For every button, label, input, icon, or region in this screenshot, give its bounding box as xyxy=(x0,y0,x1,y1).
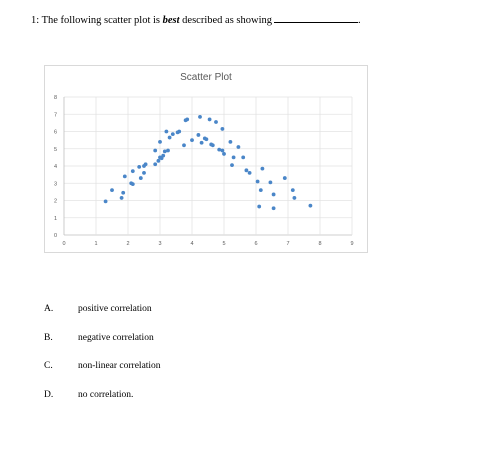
data-point-12 xyxy=(143,162,148,167)
data-point-39 xyxy=(214,120,218,124)
question-prefix: 1: The following scatter plot is xyxy=(31,15,163,26)
y-tick-label: 2 xyxy=(54,199,57,205)
data-point-38 xyxy=(210,143,215,148)
data-point-57 xyxy=(271,192,276,197)
x-tick-label: 9 xyxy=(350,241,353,247)
data-point-9 xyxy=(138,176,143,180)
data-point-8 xyxy=(137,164,142,169)
data-point-27 xyxy=(182,143,186,148)
answer-blank xyxy=(274,13,358,23)
y-tick-label: 4 xyxy=(54,164,57,170)
data-point-43 xyxy=(222,152,226,156)
data-point-54 xyxy=(260,166,265,171)
data-point-7 xyxy=(130,169,135,174)
data-point-15 xyxy=(156,158,161,163)
choice-c-text: non-linear correlation xyxy=(78,361,161,371)
data-point-10 xyxy=(142,171,146,175)
data-point-44 xyxy=(228,139,233,144)
data-point-29 xyxy=(185,117,190,122)
data-point-6 xyxy=(130,182,135,187)
x-tick-label: 6 xyxy=(254,241,257,247)
data-point-55 xyxy=(268,180,273,185)
data-point-31 xyxy=(196,133,201,137)
data-point-17 xyxy=(158,139,162,144)
x-tick-label: 8 xyxy=(318,241,321,247)
data-point-50 xyxy=(247,171,252,175)
data-point-21 xyxy=(164,129,169,134)
data-point-0 xyxy=(103,199,108,204)
y-tick-label: 5 xyxy=(54,147,57,153)
data-point-59 xyxy=(290,188,295,193)
data-point-13 xyxy=(153,162,158,167)
x-tick-label: 3 xyxy=(158,241,161,247)
data-point-2 xyxy=(119,196,124,200)
data-point-35 xyxy=(204,137,209,142)
choice-b-letter: B. xyxy=(44,332,53,343)
choice-a-text: positive correlation xyxy=(78,304,152,314)
data-point-33 xyxy=(199,140,204,145)
data-point-61 xyxy=(308,203,313,208)
data-point-40 xyxy=(217,147,222,152)
scatter-chart: Scatter Plot 0 1 2 3 4 5 6 7 8 0 1 2 3 4 5 6 7 8 9 xyxy=(44,65,368,253)
x-tick-label: 4 xyxy=(190,241,193,247)
data-point-58 xyxy=(282,176,287,180)
data-point-36 xyxy=(207,117,212,122)
scatter-plot-svg: 0 1 2 3 4 5 6 7 8 0 1 2 3 4 5 6 7 8 9 xyxy=(54,95,354,247)
data-point-1 xyxy=(110,188,114,193)
choice-c-letter: C. xyxy=(44,361,53,371)
data-point-42 xyxy=(220,148,225,153)
x-tick-label: 7 xyxy=(286,241,289,247)
question-end: . xyxy=(358,15,361,26)
y-tick-label: 8 xyxy=(54,95,57,101)
x-tick-label: 2 xyxy=(126,241,129,247)
question-text: 1: The following scatter plot is best de… xyxy=(31,13,361,26)
data-point-60 xyxy=(292,196,297,200)
x-tick-label: 1 xyxy=(94,241,97,247)
choice-d-letter: D. xyxy=(44,389,54,400)
data-point-20 xyxy=(162,149,167,154)
question-emphasis: best xyxy=(162,15,180,26)
data-point-22 xyxy=(166,148,170,153)
data-point-56 xyxy=(271,206,276,211)
data-point-45 xyxy=(230,163,234,168)
data-point-24 xyxy=(170,132,175,136)
y-tick-label: 0 xyxy=(54,233,57,239)
data-point-23 xyxy=(167,135,172,140)
y-tick-label: 3 xyxy=(54,181,57,187)
data-point-53 xyxy=(258,188,263,193)
data-point-32 xyxy=(198,114,202,119)
data-point-51 xyxy=(255,179,260,184)
data-point-47 xyxy=(236,145,241,149)
data-point-30 xyxy=(190,138,194,143)
data-point-49 xyxy=(244,168,249,173)
y-tick-label: 6 xyxy=(54,130,57,136)
data-point-46 xyxy=(231,155,236,160)
data-point-48 xyxy=(241,155,246,160)
data-point-3 xyxy=(121,190,126,195)
choice-b-text: negative correlation xyxy=(78,332,154,343)
data-point-26 xyxy=(175,130,180,135)
data-point-19 xyxy=(161,153,166,158)
y-tick-label: 7 xyxy=(54,112,57,118)
choice-a-letter: A. xyxy=(44,304,54,314)
x-tick-label: 0 xyxy=(62,241,65,247)
data-point-52 xyxy=(257,204,262,209)
x-tick-label: 5 xyxy=(222,241,225,247)
question-suffix: described as showing xyxy=(179,15,272,26)
data-point-41 xyxy=(220,127,225,131)
choice-d-text: no correlation. xyxy=(78,389,134,400)
data-point-14 xyxy=(153,148,158,153)
data-point-4 xyxy=(122,174,127,179)
chart-title: Scatter Plot xyxy=(180,72,232,83)
y-tick-label: 1 xyxy=(54,216,57,222)
